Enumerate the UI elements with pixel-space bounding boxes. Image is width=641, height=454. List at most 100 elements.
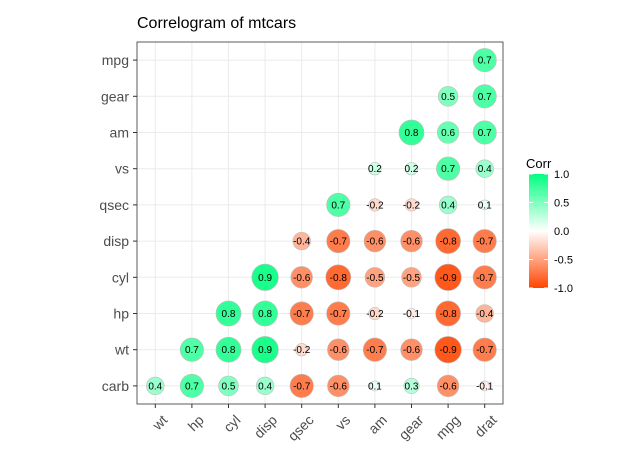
cell-circle	[475, 304, 494, 323]
cell-cyl-wt: 0.8	[215, 336, 242, 363]
cell-circle	[475, 159, 494, 178]
cell-value-label: -0.2	[293, 345, 311, 356]
cell-circle	[327, 374, 350, 398]
cell-am-disp: -0.6	[363, 229, 387, 253]
cell-value-label: -0.6	[439, 381, 457, 392]
cell-circle	[406, 308, 417, 319]
chart-title: Correlogram of mtcars	[137, 15, 296, 32]
cell-circle	[472, 265, 497, 290]
cell-value-label: 0.8	[222, 309, 236, 320]
cell-value-label: -0.7	[293, 309, 311, 320]
y-tick-label: hp	[113, 306, 129, 322]
cell-value-label: -0.9	[439, 345, 457, 356]
cell-vs-cyl: -0.8	[325, 264, 352, 291]
x-tick-label: vs	[332, 412, 353, 433]
cell-vs-carb: -0.6	[327, 374, 350, 398]
cell-circle	[438, 195, 458, 215]
cell-value-label: -0.7	[476, 273, 494, 284]
cell-circle	[326, 301, 351, 326]
cell-value-label: 0.7	[478, 92, 492, 103]
cell-circle	[363, 229, 387, 253]
cell-circle	[215, 336, 242, 363]
legend-tick-label: -0.5	[554, 255, 573, 267]
cell-circle	[369, 380, 381, 392]
cell-mpg-qsec: 0.4	[438, 195, 458, 215]
cell-value-label: 0.1	[478, 200, 492, 211]
cell-gear-am: 0.8	[398, 119, 425, 146]
cell-value-label: 0.2	[405, 164, 419, 175]
y-axis: carb wt hp cyl disp qsec vs am gear mpg	[99, 52, 137, 394]
cell-circle	[327, 338, 350, 361]
cell-drat-gear: 0.7	[472, 84, 497, 109]
cell-circle	[403, 377, 420, 394]
cell-circle	[404, 198, 419, 212]
cell-value-label: 0.9	[258, 345, 272, 356]
cell-gear-hp: -0.1	[403, 308, 421, 320]
cell-value-label: -0.2	[403, 200, 421, 211]
cell-value-label: -0.9	[439, 273, 457, 284]
cell-mpg-am: 0.6	[436, 121, 460, 144]
cell-circle	[400, 229, 423, 253]
cell-value-label: -0.1	[403, 309, 421, 320]
cell-disp-hp: 0.8	[252, 300, 278, 327]
cell-drat-carb: -0.1	[476, 380, 494, 392]
cell-drat-cyl: -0.7	[472, 265, 497, 290]
legend-title: Corr	[526, 156, 552, 171]
cell-gear-disp: -0.6	[400, 229, 423, 253]
cell-circle	[472, 84, 497, 109]
cell-am-cyl: -0.5	[364, 267, 386, 288]
cell-circle	[179, 337, 204, 362]
cell-gear-qsec: -0.2	[403, 198, 421, 212]
cell-value-label: 0.7	[441, 164, 455, 175]
y-tick-label: cyl	[112, 269, 129, 285]
legend-tick-label: 0.5	[554, 198, 569, 210]
cell-value-label: -0.8	[439, 309, 457, 320]
cell-wt-carb: 0.4	[146, 376, 165, 396]
cell-circle	[290, 266, 313, 289]
cell-circle	[289, 373, 314, 398]
cell-mpg-carb: -0.6	[436, 374, 460, 398]
x-tick-label: hp	[185, 412, 207, 434]
cell-value-label: -0.6	[293, 273, 311, 284]
x-tick-label: drat	[471, 412, 499, 440]
cell-circle	[435, 228, 461, 254]
cell-value-label: 0.5	[222, 381, 236, 392]
cell-drat-hp: -0.4	[475, 304, 494, 323]
cell-circle	[292, 231, 311, 251]
y-tick-label: carb	[102, 378, 129, 394]
y-tick-label: am	[110, 125, 129, 141]
y-tick-label: vs	[115, 161, 129, 177]
cell-value-label: -0.2	[366, 200, 384, 211]
cell-value-label: -0.7	[476, 345, 494, 356]
cell-circle	[252, 300, 278, 327]
cell-gear-carb: 0.3	[403, 377, 420, 394]
cell-value-label: 0.4	[258, 381, 272, 392]
cell-hp-wt: 0.7	[179, 337, 204, 362]
cell-disp-cyl: 0.9	[251, 263, 279, 291]
cell-circle	[472, 48, 497, 73]
cell-vs-hp: -0.7	[326, 301, 351, 326]
cell-am-qsec: -0.2	[366, 198, 384, 212]
x-tick-label: cyl	[220, 412, 243, 435]
cell-value-label: 0.6	[441, 128, 455, 139]
y-tick-label: mpg	[102, 52, 129, 68]
cell-gear-cyl: -0.5	[401, 267, 422, 288]
cell-circle	[255, 376, 275, 396]
cell-value-label: -0.6	[330, 381, 348, 392]
cell-value-label: -0.5	[366, 273, 384, 284]
cell-drat-wt: -0.7	[472, 337, 497, 362]
cell-value-label: -0.8	[439, 237, 457, 248]
cell-vs-disp: -0.7	[326, 229, 351, 254]
cell-circle	[295, 343, 309, 357]
cell-am-wt: -0.7	[362, 337, 387, 362]
legend: Corr 1.0 0.5 0.0 -0.5 -1.0	[526, 156, 573, 295]
cell-circle	[436, 156, 461, 181]
cell-drat-mpg: 0.7	[472, 48, 497, 73]
x-tick-label: disp	[251, 412, 281, 442]
cell-value-label: 0.7	[478, 128, 492, 139]
cell-circle	[368, 198, 382, 212]
cell-circle	[326, 229, 351, 254]
cell-value-label: -0.7	[293, 381, 311, 392]
cell-qsec-carb: -0.7	[289, 373, 314, 398]
cell-disp-carb: 0.4	[255, 376, 275, 396]
